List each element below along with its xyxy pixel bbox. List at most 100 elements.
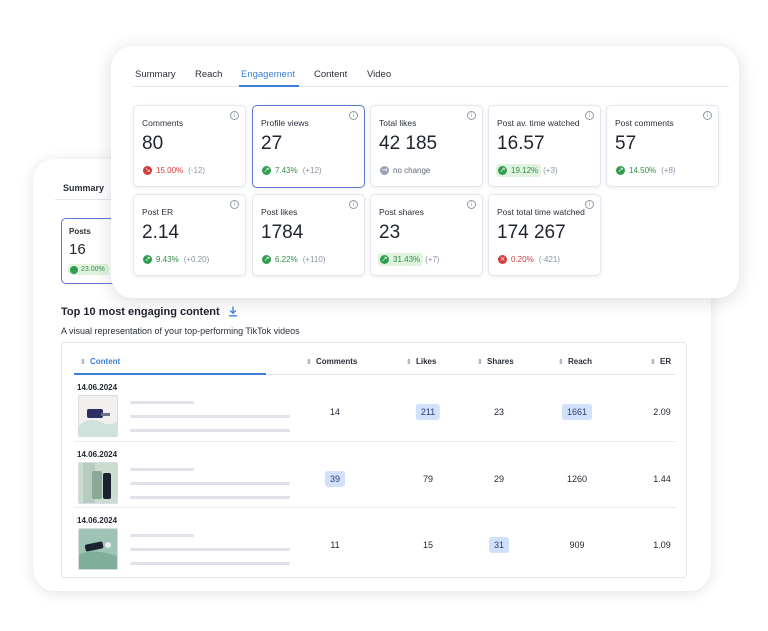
section-title: Top 10 most engaging content: [61, 306, 220, 318]
comments-value: 39: [324, 471, 346, 487]
metric-change: × 0.20% (-421): [498, 255, 561, 264]
post-date: 14.06.2024: [77, 450, 118, 459]
active-column-indicator: [74, 373, 266, 375]
metric-card-post-er[interactable]: Post ER i 2.14 ↗ 9.43% (+0.20): [133, 194, 246, 276]
arrow-up-icon: ↗: [498, 166, 507, 175]
metric-change: ↗ 14.50% (+8): [616, 166, 676, 175]
column-header-content[interactable]: ⇕ Content: [80, 357, 121, 366]
placeholder-line: [130, 482, 290, 485]
metric-card-post-total-time-watched[interactable]: Post total time watched i 174 267 × 0.20%…: [488, 194, 601, 276]
metric-change: ↗ 7.43% (+12): [262, 166, 322, 175]
back-tab-summary[interactable]: Summary: [63, 183, 105, 193]
arrow-up-icon: ↗: [143, 255, 152, 264]
placeholder-line: [130, 562, 290, 565]
table-row[interactable]: 14.06.2024 14 211 23 1661 2.09: [74, 375, 676, 440]
download-icon[interactable]: [228, 306, 238, 317]
info-icon[interactable]: i: [703, 111, 712, 120]
metric-delta: (+0.20): [183, 255, 210, 264]
video-thumbnail[interactable]: [78, 528, 118, 570]
sort-icon: ⇕: [558, 359, 564, 366]
er-value: 1.09: [653, 540, 671, 550]
metric-delta: (-421): [538, 255, 561, 264]
metric-change: ↗ 31.43% (+7): [378, 253, 440, 266]
metric-card-post-comments[interactable]: Post comments i 57 ↗ 14.50% (+8): [606, 105, 719, 187]
sort-icon: ⇕: [650, 359, 656, 366]
metric-value: 174 267: [497, 222, 566, 243]
table-row[interactable]: 14.06.2024 11 15 31 909 1.09: [74, 507, 676, 572]
tab-video[interactable]: Video: [367, 69, 392, 80]
info-icon[interactable]: i: [230, 111, 239, 120]
table-row[interactable]: 14.06.2024 39 79 29 1260 1.44: [74, 441, 676, 506]
metric-value: 80: [142, 133, 164, 154]
column-header-shares[interactable]: ⇕ Shares: [477, 357, 514, 366]
info-icon[interactable]: i: [349, 200, 358, 209]
metric-value: 42 185: [379, 133, 438, 154]
sort-icon: ⇕: [477, 359, 483, 366]
tab-content[interactable]: Content: [314, 69, 348, 80]
video-thumbnail[interactable]: [78, 395, 118, 437]
arrow-right-icon: →: [380, 166, 389, 175]
info-icon[interactable]: i: [467, 200, 476, 209]
section-subtitle: A visual representation of your top-perf…: [61, 326, 300, 336]
metric-value: 27: [261, 133, 283, 154]
placeholder-line: [130, 429, 290, 432]
info-icon[interactable]: i: [467, 111, 476, 120]
metric-card-post-avg-time-watched[interactable]: Post av. time watched i 16.57 ↗ 19.12% (+3…: [488, 105, 601, 187]
metric-label: Post comments: [615, 118, 674, 128]
metric-value: 1784: [261, 222, 304, 243]
metric-label: Profile views: [261, 118, 309, 128]
shares-value: 29: [493, 474, 505, 484]
metric-value: 57: [615, 133, 637, 154]
metric-value: 2.14: [142, 222, 179, 243]
metric-label: Comments: [142, 118, 184, 128]
product-image-icon: [79, 396, 117, 436]
column-header-likes[interactable]: ⇕ Likes: [406, 357, 437, 366]
likes-value: 211: [415, 404, 441, 420]
info-icon[interactable]: i: [585, 111, 594, 120]
metric-change: ↗ 6.22% (+110): [262, 255, 326, 264]
metric-label: Total likes: [379, 118, 417, 128]
metric-label: Post total time watched: [497, 207, 585, 217]
header-divider: [74, 374, 676, 375]
engagement-card: Summary Reach Engagement Content Video C…: [111, 46, 739, 298]
metric-value: 16.57: [497, 133, 545, 154]
metric-card-total-likes[interactable]: Total likes i 42 185 → no change: [370, 105, 483, 187]
reach-value: 1260: [566, 474, 588, 484]
sort-icon: ⇕: [306, 359, 312, 366]
metric-delta: (+110): [302, 255, 326, 264]
metric-card-post-shares[interactable]: Post shares i 23 ↗ 31.43% (+7): [370, 194, 483, 276]
placeholder-line: [130, 548, 290, 551]
sort-icon: ⇕: [406, 359, 412, 366]
metric-label: Post shares: [379, 207, 424, 217]
arrow-up-icon: [70, 265, 78, 274]
metric-value: 16: [69, 241, 86, 258]
metric-card-profile-views[interactable]: Profile views i 27 ↗ 7.43% (+12): [252, 105, 365, 188]
tab-engagement[interactable]: Engagement: [241, 69, 295, 80]
reach-value: 909: [569, 540, 585, 550]
product-image-icon: [79, 529, 117, 569]
metric-delta: (+12): [302, 166, 322, 175]
metric-change: ↗ 19.12% (+3): [496, 164, 558, 177]
er-value: 2.09: [653, 407, 671, 417]
arrow-down-icon: ↘: [143, 166, 152, 175]
arrow-up-icon: ↗: [380, 255, 389, 264]
video-thumbnail[interactable]: [78, 462, 118, 504]
metric-change-percent: 23.00%: [81, 266, 105, 273]
metric-change: ↗ 9.43% (+0.20): [143, 255, 210, 264]
info-icon[interactable]: i: [585, 200, 594, 209]
tab-reach[interactable]: Reach: [195, 69, 223, 80]
info-icon[interactable]: i: [230, 200, 239, 209]
column-header-reach[interactable]: ⇕ Reach: [558, 357, 593, 366]
metric-card-post-likes[interactable]: Post likes i 1784 ↗ 6.22% (+110): [252, 194, 365, 276]
er-value: 1.44: [653, 474, 671, 484]
column-header-er[interactable]: ⇕ ER: [650, 357, 672, 366]
info-icon[interactable]: i: [349, 111, 358, 120]
placeholder-line: [130, 401, 194, 404]
tab-summary[interactable]: Summary: [135, 69, 176, 80]
column-header-comments[interactable]: ⇕ Comments: [306, 357, 358, 366]
reach-value: 1661: [561, 404, 593, 420]
metric-card-comments[interactable]: Comments i 80 ↘ 15.00% (-12): [133, 105, 246, 187]
metric-value: 23: [379, 222, 401, 243]
close-circle-icon: ×: [498, 255, 507, 264]
metric-label: Post likes: [261, 207, 298, 217]
